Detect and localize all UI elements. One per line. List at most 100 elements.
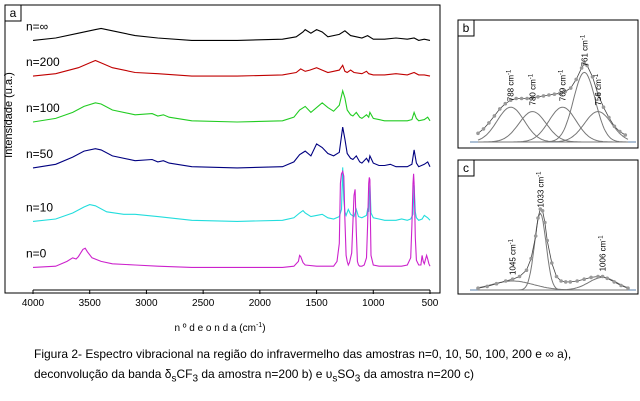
data-point [485, 284, 490, 289]
figure-caption-line-2: deconvolução da banda δsCF3 da amostra n… [34, 365, 634, 388]
fit-envelope [477, 63, 626, 136]
x-tick-label: 500 [422, 298, 439, 309]
data-point [618, 129, 622, 134]
peak-label: 756 cm-1 [594, 73, 603, 105]
data-point [514, 96, 518, 101]
data-point [550, 261, 554, 265]
data-point [547, 93, 551, 97]
data-point [563, 89, 568, 94]
data-point [596, 92, 600, 96]
panel-c-label: c [463, 161, 469, 175]
x-tick-label: 3500 [79, 298, 102, 309]
figure-caption-line-1: Figura 2- Espectro vibracional na região… [34, 347, 572, 361]
data-point [529, 256, 533, 261]
data-point [612, 124, 617, 129]
peak-label: 1006 cm-1 [599, 235, 608, 272]
data-point [543, 220, 547, 225]
x-axis-label-exponent: -1 [256, 322, 262, 329]
data-point [607, 115, 611, 120]
data-point [554, 274, 559, 279]
peak-label: 1033 cm-1 [536, 171, 545, 208]
data-point [559, 279, 563, 283]
series-line-5 [32, 169, 431, 268]
x-tick-label: 4000 [22, 298, 45, 309]
peak-label: 769 cm-1 [559, 69, 568, 101]
series-line-4 [32, 167, 431, 222]
data-point [498, 107, 502, 111]
panel-b-label-box [457, 19, 475, 37]
x-tick-label: 1500 [305, 298, 328, 309]
x-tick-label: 1000 [362, 298, 385, 309]
data-point [545, 238, 549, 243]
data-point [605, 276, 609, 281]
data-point [508, 98, 513, 102]
peak-label: 780 cm-1 [529, 73, 538, 105]
component-curve-2 [478, 106, 628, 143]
caption-part-a: deconvolução da banda δ [34, 367, 172, 381]
data-point [596, 274, 600, 279]
data-point [503, 279, 508, 283]
caption-sub-2: 3 [192, 373, 199, 385]
data-point [601, 105, 606, 109]
data-point [540, 209, 545, 213]
data-point [568, 86, 573, 90]
data-point [619, 283, 623, 288]
component-curve-0 [477, 106, 628, 143]
caption-part-c: da amostra n=200 b) e υ [198, 367, 333, 381]
data-point [558, 91, 562, 96]
data-point [623, 133, 628, 137]
component-curve-4 [478, 110, 629, 143]
data-point [510, 277, 515, 282]
data-point [494, 281, 499, 286]
x-axis-label-main: n º d e o n d a (cm [174, 323, 255, 334]
peak-label: 788 cm-1 [507, 69, 516, 101]
data-point [517, 274, 522, 279]
series-label-1: n=200 [26, 55, 60, 69]
caption-sub-4: 3 [354, 373, 361, 385]
data-point [585, 63, 589, 68]
panel-a-y-axis-label: Intensidade (u.a.) [3, 72, 15, 158]
data-point [487, 121, 491, 125]
panel-b-frame [457, 19, 639, 149]
x-tick-label: 3000 [135, 298, 158, 309]
data-point [476, 131, 480, 136]
x-axis-label-close: ) [262, 323, 265, 334]
data-point [525, 96, 529, 101]
data-point [582, 277, 586, 282]
data-point [552, 92, 557, 96]
data-point [589, 275, 593, 280]
panel-a-label-box [4, 4, 22, 22]
panel-a-x-axis-label: n º d e o n d a (cm-1) [174, 322, 265, 334]
caption-part-b: CF [176, 367, 193, 381]
data-point [536, 216, 540, 220]
data-point [524, 268, 529, 273]
panel-a-chart: n=∞ n=200 n=100 n=50 n=10 n=0 [26, 19, 431, 268]
series-label-4: n=10 [26, 200, 53, 214]
caption-sub-3: s [332, 373, 338, 385]
panel-a-label: a [10, 6, 17, 20]
panel-c-chart: 1045 cm-1 1033 cm-1 1006 cm-1 [470, 171, 636, 291]
series-line-3 [32, 127, 431, 169]
data-point [600, 274, 605, 279]
peak-label: 1045 cm-1 [509, 238, 518, 275]
panel-c-label-box [457, 159, 475, 177]
data-point [574, 77, 578, 82]
data-point [563, 280, 568, 284]
panel-a-x-axis: 4000 3500 3000 2500 2000 1500 1000 500 [22, 289, 439, 309]
series-label-5: n=0 [26, 246, 47, 260]
panel-b-label: b [463, 21, 470, 35]
data-point [541, 94, 546, 98]
x-tick-label: 2000 [249, 298, 272, 309]
series-label-2: n=100 [26, 101, 60, 115]
data-point [579, 66, 584, 70]
data-point [568, 280, 573, 284]
data-point [530, 95, 535, 100]
caption-sub-1: s [171, 373, 177, 385]
caption-part-d: SO [337, 367, 355, 381]
series-line-1 [32, 59, 431, 77]
data-point [481, 127, 486, 131]
peak-label: 761 cm-1 [580, 34, 589, 66]
series-line-0 [32, 27, 431, 41]
data-point [533, 234, 538, 238]
data-point [582, 61, 587, 66]
